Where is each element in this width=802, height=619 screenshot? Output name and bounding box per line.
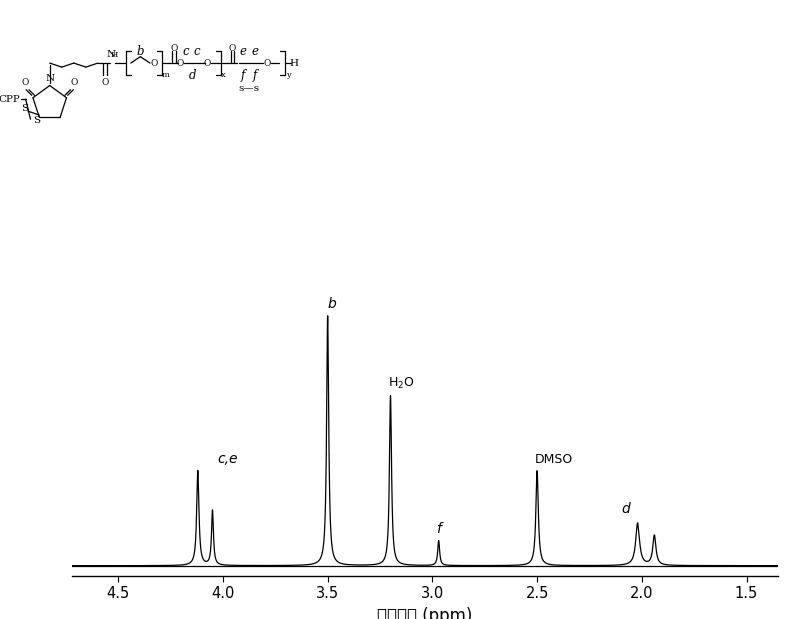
Text: DMSO: DMSO (535, 452, 573, 465)
Text: m: m (162, 71, 170, 79)
Text: O: O (71, 77, 79, 87)
Text: c: c (183, 45, 189, 58)
Text: O: O (176, 59, 184, 67)
Text: f: f (436, 522, 441, 535)
Text: H$_2$O: H$_2$O (388, 376, 415, 391)
Text: N: N (107, 50, 116, 59)
Text: CPP: CPP (0, 95, 20, 103)
Text: x: x (221, 71, 226, 79)
Text: d: d (621, 502, 630, 516)
Text: f: f (241, 69, 245, 82)
Text: e: e (240, 45, 246, 58)
Text: N: N (45, 74, 55, 83)
Text: O: O (101, 77, 109, 87)
Text: O: O (203, 59, 211, 67)
Text: S: S (34, 116, 41, 125)
Text: b: b (327, 297, 336, 311)
X-axis label: 化学位移 (ppm): 化学位移 (ppm) (378, 607, 472, 619)
Text: e: e (252, 45, 258, 58)
Text: H: H (290, 59, 299, 67)
Text: O: O (263, 59, 271, 67)
Text: d: d (188, 69, 196, 82)
Text: s—s: s—s (238, 84, 259, 93)
Text: y: y (286, 71, 290, 79)
Text: O: O (229, 44, 237, 53)
Text: c,e: c,e (217, 452, 237, 465)
Text: O: O (150, 59, 158, 67)
Text: f: f (253, 69, 257, 82)
Text: O: O (21, 77, 29, 87)
Text: O: O (170, 44, 178, 53)
Text: S: S (22, 104, 28, 113)
Text: H: H (110, 51, 118, 59)
Text: c: c (193, 45, 200, 58)
Text: b: b (136, 45, 144, 58)
